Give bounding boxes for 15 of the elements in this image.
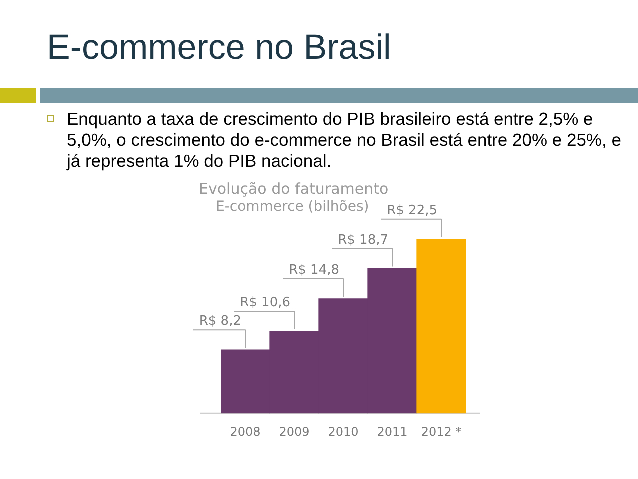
text: Evolução do faturamento: [199, 180, 389, 198]
data-label: R$ 10,6: [240, 296, 290, 311]
bar: [416, 239, 466, 414]
x-tick-label: 2009: [279, 424, 310, 439]
text: E-commerce (bilhões): [216, 199, 370, 215]
data-label: R$ 8,2: [199, 314, 242, 330]
chart-subtitle: Enquanto a taxa de crescimento do PIB brasileiro está entre 2,5% e 5,0%, o crescimento do e-commerce no Brasil está entre 20% e 25%, e já representa 1% do PIB nacional.: [67, 109, 622, 172]
x-tick-label: 2010: [328, 424, 359, 439]
x-tick-label: 2012 *: [421, 424, 462, 439]
x-tick-label: 2011: [377, 424, 408, 439]
data-label: R$ 22,5: [387, 203, 438, 218]
x-tick-label: 2008: [230, 424, 261, 439]
chart-title: E-commerce no Brasil: [47, 28, 392, 68]
data-label: R$ 14,8: [289, 262, 340, 278]
data-label: R$ 18,7: [338, 232, 388, 248]
